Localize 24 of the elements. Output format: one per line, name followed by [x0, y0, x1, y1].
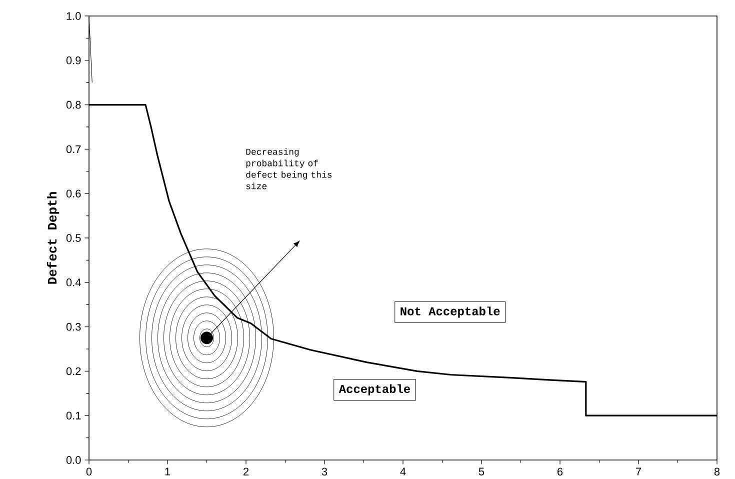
x-tick-label: 2 [244, 468, 249, 476]
y-tick-label: 0.5 [66, 234, 81, 242]
y-axis-title: Defect Depth [46, 192, 60, 284]
y-tick-label: 0.8 [66, 100, 81, 109]
x-tick-label: 5 [478, 468, 484, 476]
y-tick-label: 0.2 [66, 367, 81, 376]
x-tick-label: 6 [558, 468, 563, 476]
annotation: Acceptable [338, 384, 410, 396]
y-tick-label: 0.9 [66, 56, 81, 64]
x-tick-label: 8 [714, 468, 720, 476]
y-tick-label: 1.0 [66, 12, 81, 20]
y-tick-label: 0.7 [66, 145, 81, 154]
y-tick-label: 0.1 [66, 412, 81, 420]
y-tick-label: 0.4 [66, 278, 81, 286]
x-tick-label: 0 [86, 468, 92, 476]
x-tick-label: 3 [322, 468, 328, 476]
annotation: Not Acceptable [400, 306, 500, 318]
x-tick-label: 4 [400, 468, 406, 476]
x-tick-label: 1 [165, 468, 170, 476]
y-tick-label: 0.0 [66, 456, 81, 464]
y-tick-label: 0.3 [66, 323, 81, 331]
y-tick-label: 0.6 [66, 190, 81, 198]
annotation: Decreasing probability of defect being this size [246, 148, 332, 190]
x-tick-label: 7 [636, 468, 642, 476]
